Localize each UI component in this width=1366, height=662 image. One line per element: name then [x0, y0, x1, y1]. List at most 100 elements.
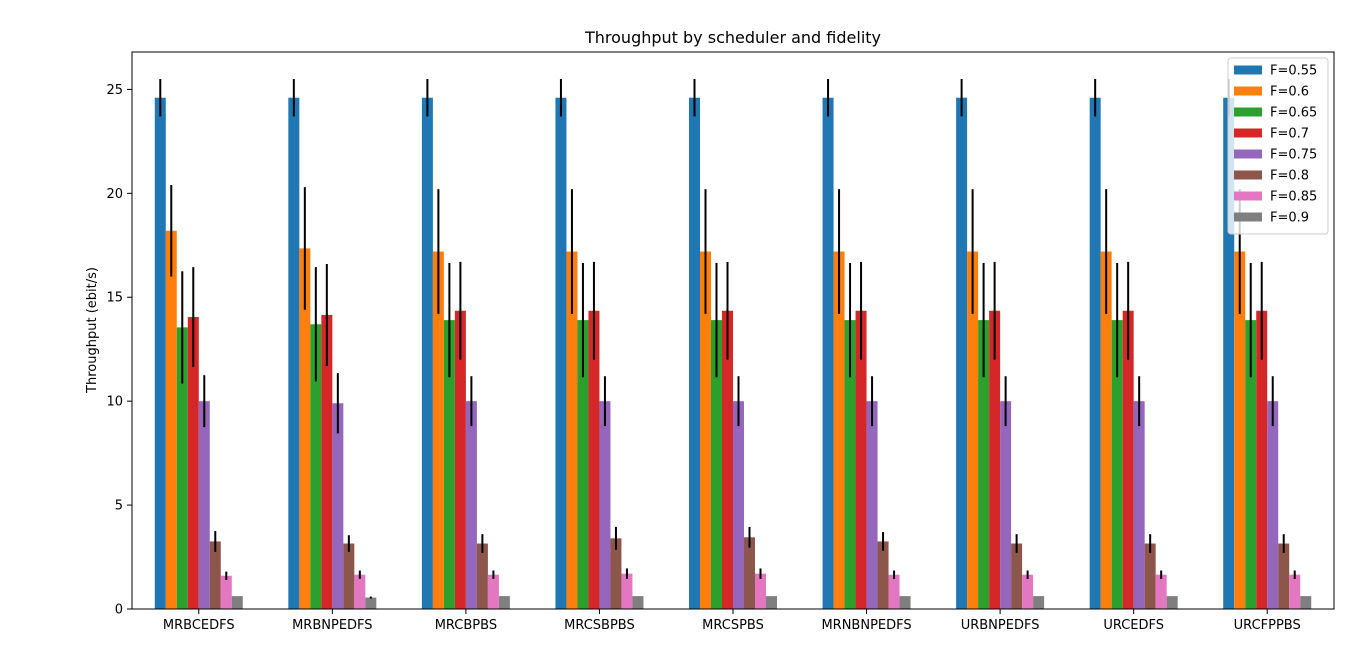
bar-urbnpedfs-series-5: [1011, 543, 1023, 609]
legend-label: F=0.8: [1270, 169, 1309, 184]
bar-mrcbpbs-series-6: [487, 574, 499, 609]
legend-label: F=0.6: [1270, 85, 1309, 100]
bar-urcfppbs-series-3: [1256, 310, 1268, 609]
bar-mrcsbpbs-series-0: [555, 97, 567, 609]
bar-mrnbnpedfs-series-0: [822, 97, 834, 609]
legend-label: F=0.65: [1270, 106, 1317, 121]
bar-mrbcedfs-series-3: [187, 316, 199, 609]
bar-urcfppbs-series-4: [1267, 401, 1279, 609]
bar-mrnbnpedfs-series-5: [877, 541, 889, 609]
bar-mrcspbs-series-4: [733, 401, 744, 609]
y-tick-label: 10: [106, 395, 123, 410]
bar-mrcbpbs-series-3: [454, 310, 466, 609]
legend-box: [1227, 57, 1329, 235]
y-tick-label: 20: [106, 187, 123, 202]
bar-mrcsbpbs-series-2: [577, 320, 589, 609]
bar-mrbcedfs-series-7: [231, 596, 243, 609]
bar-mrbnpedfs-series-5: [343, 543, 355, 609]
bar-mrcspbs-series-5: [744, 537, 755, 609]
bar-urbnpedfs-series-0: [956, 97, 968, 609]
bar-urbnpedfs-series-3: [989, 310, 1001, 609]
legend-swatch: [1234, 149, 1262, 159]
legend-label: F=0.85: [1270, 190, 1317, 205]
bar-urcedfs-series-0: [1089, 97, 1101, 609]
bar-urcfppbs-series-6: [1289, 574, 1301, 609]
bar-mrcspbs-series-2: [711, 320, 722, 609]
legend-swatch: [1234, 107, 1262, 117]
bar-urcfppbs-series-7: [1300, 596, 1312, 609]
bar-mrcbpbs-series-0: [421, 97, 433, 609]
bar-mrbcedfs-series-6: [220, 575, 232, 609]
error-bars-layer: [159, 79, 1296, 599]
y-tick-label: 0: [115, 603, 123, 618]
bar-mrcspbs-series-3: [722, 310, 733, 609]
bar-urbnpedfs-series-7: [1033, 596, 1045, 609]
bar-mrnbnpedfs-series-1: [833, 251, 845, 609]
legend-label: F=0.9: [1270, 211, 1309, 226]
bar-urcfppbs-series-1: [1234, 251, 1246, 609]
bar-urbnpedfs-series-1: [967, 251, 979, 609]
x-tick-label-mrbnpedfs: MRBNPEDFS: [292, 618, 372, 633]
legend-swatch: [1234, 212, 1262, 222]
bar-mrbcedfs-series-1: [165, 230, 177, 609]
bar-urcedfs-series-5: [1144, 543, 1156, 609]
bar-urbnpedfs-series-4: [1000, 401, 1012, 609]
legend-swatch: [1234, 170, 1262, 180]
x-tick-label-mrbcedfs: MRBCEDFS: [163, 618, 235, 633]
bar-mrcspbs-series-1: [700, 251, 711, 609]
bar-urcedfs-series-7: [1166, 596, 1178, 609]
bar-urbnpedfs-series-6: [1022, 574, 1034, 609]
x-tick-label-mrnbnpedfs: MRNBNPEDFS: [821, 618, 911, 633]
y-tick-label: 5: [115, 499, 123, 514]
bar-mrnbnpedfs-series-2: [844, 320, 856, 609]
x-axis: MRBCEDFS MRBNPEDFS MRCBPBS MRCSBPBS MRCSPBS M…: [163, 609, 1301, 633]
bar-urcfppbs-series-0: [1223, 97, 1235, 609]
bar-mrbnpedfs-series-2: [310, 324, 322, 609]
bar-mrcsbpbs-series-6: [621, 573, 633, 609]
y-tick-label: 25: [106, 83, 123, 98]
bar-mrnbnpedfs-series-4: [866, 401, 878, 609]
y-axis-label: Throughput (ebit/s): [85, 267, 100, 394]
legend-swatch: [1234, 128, 1262, 138]
bar-mrcspbs-series-0: [689, 97, 700, 609]
bar-urcedfs-series-6: [1155, 574, 1167, 609]
bar-mrbnpedfs-series-6: [354, 574, 366, 609]
bar-mrcsbpbs-series-7: [632, 596, 644, 609]
legend-label: F=0.75: [1270, 148, 1317, 163]
legend-swatch: [1234, 65, 1262, 75]
bar-mrcsbpbs-series-1: [566, 251, 578, 609]
bar-mrbnpedfs-series-4: [332, 403, 344, 609]
bar-mrcbpbs-series-7: [498, 596, 510, 609]
x-tick-label-urcedfs: URCEDFS: [1103, 618, 1164, 633]
bar-mrcspbs-series-6: [755, 573, 766, 609]
legend-swatch: [1234, 86, 1262, 96]
bar-urcedfs-series-3: [1122, 310, 1134, 609]
bar-mrcsbpbs-series-3: [588, 310, 600, 609]
bar-mrbnpedfs-series-7: [365, 597, 377, 609]
y-axis: 0 5 10 15 20 25: [106, 83, 132, 618]
bar-mrcsbpbs-series-4: [599, 401, 611, 609]
bar-urcfppbs-series-5: [1278, 543, 1290, 609]
plot-frame: [131, 51, 1335, 610]
bar-mrbcedfs-series-4: [198, 401, 210, 609]
x-tick-label-urbnpedfs: URBNPEDFS: [961, 618, 1040, 633]
x-tick-label-mrcspbs: MRCSPBS: [702, 618, 764, 633]
bar-mrcspbs-series-7: [766, 596, 777, 609]
bar-urcedfs-series-2: [1111, 320, 1123, 609]
legend-label: F=0.55: [1270, 64, 1317, 79]
bar-mrcbpbs-series-1: [432, 251, 444, 609]
bar-urcfppbs-series-2: [1245, 320, 1257, 609]
x-tick-label-mrcbpbs: MRCBPBS: [435, 618, 497, 633]
bar-mrnbnpedfs-series-3: [855, 310, 867, 609]
bar-urcedfs-series-4: [1133, 401, 1145, 609]
x-tick-label-mrcsbpbs: MRCSBPBS: [564, 618, 635, 633]
legend-label: F=0.7: [1270, 127, 1309, 142]
legend-swatch: [1234, 191, 1262, 201]
bar-mrcsbpbs-series-5: [610, 538, 622, 609]
bar-mrbnpedfs-series-3: [321, 314, 333, 609]
bar-mrcbpbs-series-5: [476, 543, 488, 609]
bar-mrbcedfs-series-5: [209, 541, 221, 609]
bar-mrbnpedfs-series-0: [288, 97, 300, 609]
bar-mrcbpbs-series-4: [465, 401, 477, 609]
bar-urcedfs-series-1: [1100, 251, 1112, 609]
